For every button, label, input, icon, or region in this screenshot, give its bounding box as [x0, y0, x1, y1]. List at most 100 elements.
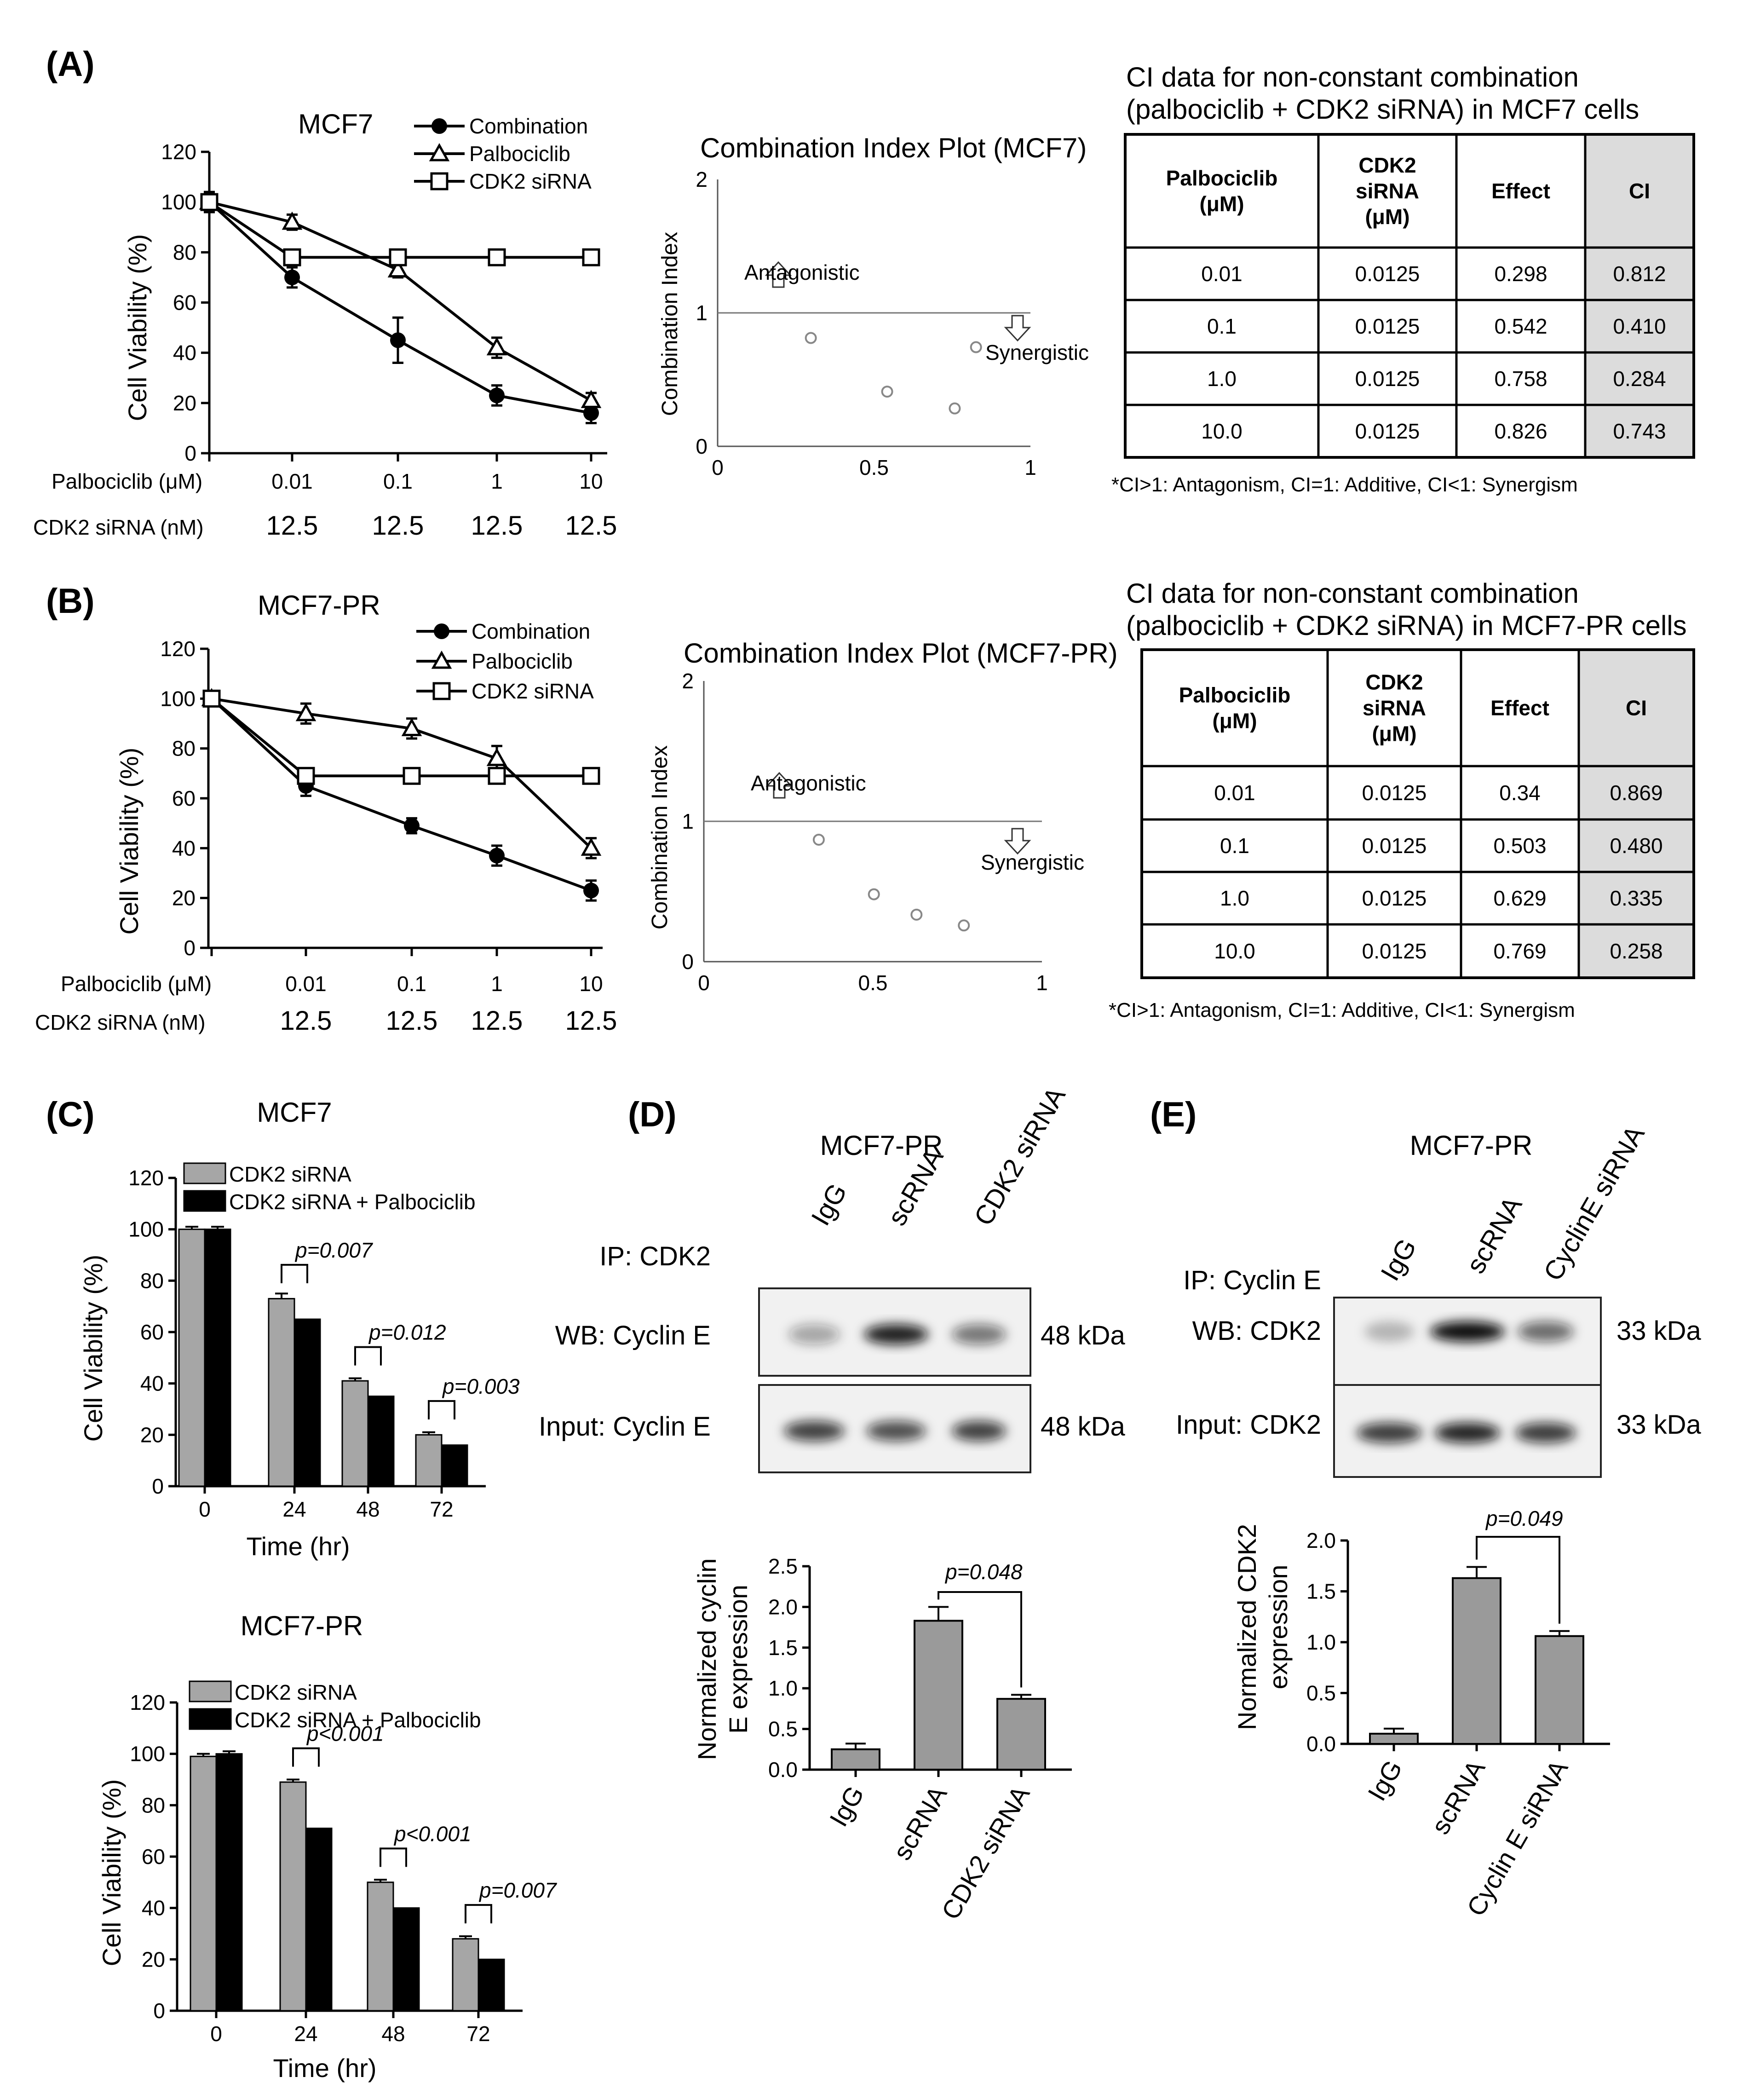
legend-label: CDK2 siRNA: [229, 1162, 351, 1186]
y-tick-label: 0: [696, 434, 708, 458]
blot-d-title: MCF7-PR: [820, 1130, 943, 1161]
table-cell: 0.0125: [1355, 262, 1420, 286]
y-tick-label: 2: [696, 167, 708, 191]
ci-plot-b: 0 1 2 0 0.5 1: [682, 669, 1047, 995]
x-tick-label: scRNA: [1426, 1755, 1491, 1839]
bar: [178, 1229, 206, 1487]
y-tick-label: 120: [161, 140, 196, 164]
y-tick-label: 40: [140, 1372, 164, 1396]
marker-triangle: [486, 337, 507, 356]
table-cell: 0.0125: [1355, 314, 1420, 338]
y-tick-label: 1.5: [1306, 1580, 1336, 1604]
table-cell: 0.258: [1610, 939, 1662, 963]
bar: [914, 1620, 963, 1771]
line-chart-b-row-label-1: Palbociclib (μM): [61, 972, 212, 996]
y-tick-label: 0.5: [1306, 1681, 1336, 1705]
bar: [452, 1938, 479, 2012]
x-tick-label: 48: [356, 1497, 380, 1521]
line-chart-a-title: MCF7: [298, 109, 373, 139]
y-tick-label: 100: [161, 190, 196, 214]
bar: [392, 1907, 420, 2012]
y-tick-label: 0: [184, 441, 196, 465]
x-tick-label: 0: [712, 456, 724, 479]
blot-d-input-label: Input: Cyclin E: [539, 1412, 711, 1442]
x-tick-label: 0.1: [397, 972, 426, 996]
x-tick-label-2: 12.5: [565, 511, 617, 541]
ci-point: [812, 833, 825, 846]
x-tick-label: scRNA: [887, 1781, 953, 1865]
table-header-cell: CI: [1626, 696, 1647, 720]
panel-label-b: (B): [46, 582, 95, 621]
table-cell: 10.0: [1214, 939, 1255, 963]
table-cell: 1.0: [1207, 367, 1237, 391]
table-cell: 0.503: [1493, 834, 1546, 858]
y-tick-label: 120: [128, 1166, 164, 1190]
legend-swatch: [183, 1190, 226, 1212]
ci-point: [805, 332, 817, 344]
p-value: p=0.048: [944, 1560, 1023, 1584]
table-cell: 0.1: [1220, 834, 1249, 858]
blot-band: [788, 1324, 840, 1344]
blot-band: [1430, 1321, 1505, 1342]
y-tick-label: 0: [682, 950, 694, 974]
table-b-note: *CI>1: Antagonism, CI=1: Additive, CI<1:…: [1109, 999, 1575, 1021]
panel-label-d: (D): [628, 1095, 677, 1134]
y-tick-label: 0: [184, 936, 196, 960]
p-value: p=0.003: [442, 1374, 520, 1398]
blot-e-ip-label: IP: Cyclin E: [1183, 1265, 1321, 1295]
y-tick-label: 2: [682, 669, 694, 693]
blot-e-input-label: Input: CDK2: [1176, 1410, 1321, 1440]
blot-d-input-kda: 48 kDa: [1041, 1412, 1126, 1442]
x-tick-label: 0: [199, 1497, 211, 1521]
table-cell: 0.34: [1499, 781, 1541, 805]
table-header-cell: (μM): [1199, 192, 1244, 216]
ci-plot-a-title: Combination Index Plot (MCF7): [700, 133, 1087, 163]
table-header-cell: CDK2: [1365, 670, 1423, 694]
ci-plot-a-antagonistic: Antagonistic: [744, 260, 860, 284]
table-header-cell: CI: [1629, 179, 1650, 203]
table-a-caption-1: CI data for non-constant combination: [1126, 62, 1579, 92]
y-tick-label: 60: [172, 786, 196, 810]
y-tick-label: 80: [173, 240, 196, 264]
y-tick-label: 80: [172, 737, 196, 761]
ci-column-shade: [1585, 134, 1694, 457]
x-tick-label: 1: [1024, 456, 1036, 479]
significance-bracket: [281, 1263, 308, 1283]
table-a-caption-2: (palbociclib + CDK2 siRNA) in MCF7 cells: [1126, 94, 1639, 125]
significance-bracket: [292, 1747, 320, 1767]
bar: [341, 1380, 369, 1487]
table-header-cell: Palbociclib: [1179, 683, 1291, 707]
p-value: p=0.007: [478, 1878, 557, 1902]
table-cell: 0.410: [1613, 314, 1666, 338]
table-cell: 0.1: [1207, 314, 1237, 338]
y-tick-label: 2.5: [768, 1554, 798, 1578]
significance-bracket: [1476, 1536, 1560, 1624]
marker-triangle: [295, 703, 316, 721]
marker-square: [488, 767, 506, 785]
legend-label: Combination: [469, 114, 588, 138]
x-tick-label: 0.5: [859, 456, 889, 479]
p-value: p<0.001: [393, 1822, 472, 1846]
blot-band: [1364, 1321, 1414, 1342]
significance-bracket: [938, 1591, 1022, 1688]
x-tick-label: 24: [282, 1497, 306, 1521]
y-tick-label: 2.0: [1306, 1529, 1336, 1552]
bar: [831, 1748, 880, 1771]
table-cell: 0.0125: [1355, 367, 1420, 391]
x-tick-label: 0.01: [285, 972, 327, 996]
y-tick-label: 120: [160, 637, 196, 661]
y-tick-label: 40: [173, 341, 196, 365]
marker-triangle: [486, 748, 507, 766]
legend-label: CDK2 siRNA + Palbociclib: [229, 1190, 476, 1214]
table-header-cell: CDK2: [1358, 153, 1416, 177]
x-tick-label: 72: [430, 1497, 453, 1521]
line-chart-b-title: MCF7-PR: [258, 590, 380, 621]
synergistic-arrow: [1004, 315, 1031, 342]
marker-square: [488, 248, 506, 266]
table-cell: 0.826: [1494, 419, 1547, 443]
legend-label: Combination: [472, 619, 590, 643]
y-tick-label: 2.0: [768, 1595, 798, 1619]
table-cell: 0.0125: [1362, 886, 1427, 910]
y-tick-label: 0: [153, 1999, 165, 2023]
